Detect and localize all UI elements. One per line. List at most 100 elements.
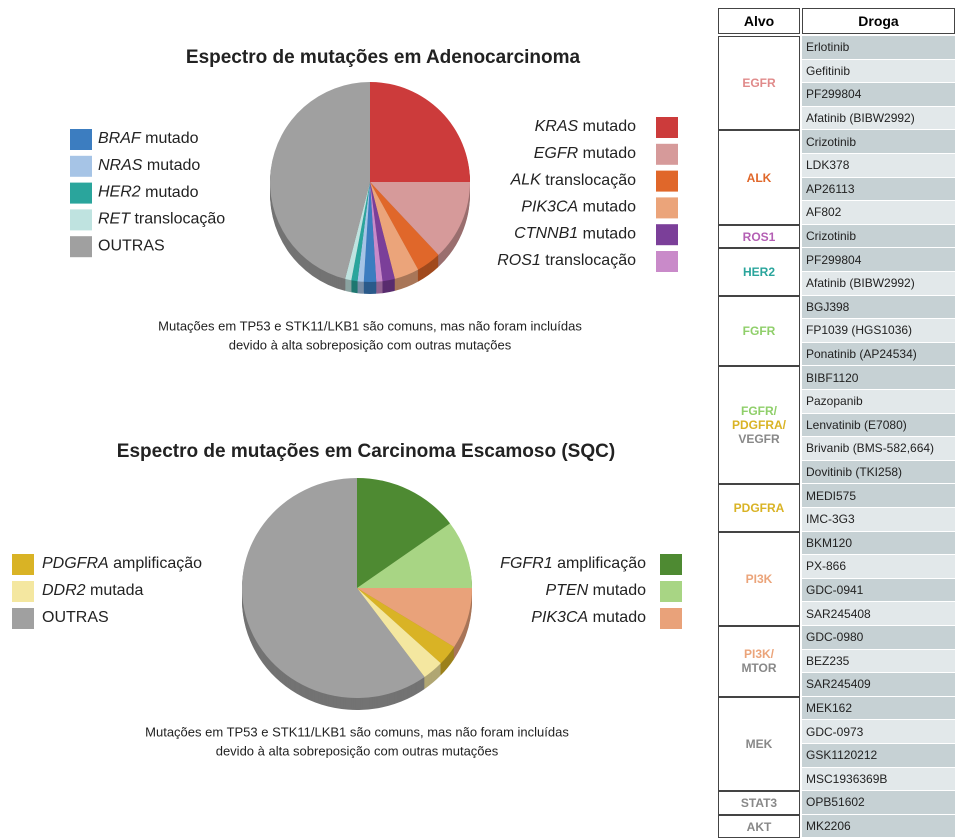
chart-title: Espectro de mutações em Carcinoma Escamo…	[117, 441, 615, 462]
legend-label: HER2 mutado	[98, 184, 199, 201]
drug-cell: Dovitinib (TKI258)	[802, 460, 955, 485]
legend-swatch	[70, 209, 92, 231]
pie-slice	[370, 182, 419, 279]
drug-cell: OPB51602	[802, 791, 955, 815]
footnote: Mutações em TP53 e STK11/LKB1 são comuns…	[158, 318, 582, 333]
drug-cell: Ponatinib (AP24534)	[802, 342, 955, 367]
target-cell: PI3K	[718, 531, 800, 626]
legend-label: KRAS mutado	[535, 118, 636, 135]
legend-swatch	[656, 197, 678, 219]
legend-swatch	[656, 117, 678, 138]
legend-label: BRAF mutado	[98, 130, 199, 147]
drug-cell: Crizotinib	[802, 130, 955, 154]
legend-label: OUTRAS	[42, 609, 109, 626]
target-cell: HER2	[718, 248, 800, 296]
legend-label: RET translocação	[98, 211, 225, 228]
target-label: VEGFR	[738, 432, 780, 447]
charts: Espectro de mutações em Adenocarcinoma KR…	[12, 47, 682, 758]
header-cell: Alvo	[718, 8, 800, 34]
drug-cell: BGJ398	[802, 295, 955, 320]
target-label: MEK	[745, 736, 773, 751]
legend-label: PDGFRA amplificação	[42, 555, 202, 572]
drug-cell: BEZ235	[802, 649, 955, 674]
target-cell: ALK	[718, 130, 800, 225]
drug-cell: Afatinib (BIBW2992)	[802, 106, 955, 131]
legend-swatch	[660, 554, 682, 575]
drug-cell: Gefitinib	[802, 59, 955, 84]
target-cell: STAT3	[718, 791, 800, 815]
drug-cell: BKM120	[802, 531, 955, 556]
pie-slice	[357, 588, 455, 664]
drug-cell: PF299804	[802, 83, 955, 107]
drug-cell: AF802	[802, 201, 955, 225]
drug-cell: IMC-3G3	[802, 508, 955, 532]
target-label: PI3K	[745, 571, 773, 586]
target-label: PI3K/	[743, 647, 774, 662]
legend-swatch	[660, 581, 682, 602]
header-cell: Droga	[802, 8, 955, 34]
drug-cell: MEDI575	[802, 484, 955, 508]
drug-cell: PF299804	[802, 248, 955, 272]
target-label: PDGFRA/	[732, 418, 786, 433]
drug-cell: AP26113	[802, 177, 955, 202]
pie-slice	[370, 182, 383, 282]
legend-label: PIK3CA mutado	[521, 199, 636, 216]
pie-slice	[345, 182, 370, 281]
drug-cell: SAR245408	[802, 602, 955, 626]
target-label: HER2	[742, 264, 775, 279]
legend-swatch	[70, 155, 92, 177]
target-cell: MEK	[718, 696, 800, 792]
target-label: AKT	[746, 819, 772, 834]
target-cell: PDGFRA	[718, 484, 800, 532]
legend-swatch	[656, 170, 678, 192]
drug-cell: GDC-0973	[802, 720, 955, 744]
target-cell: FGFR/PDGFRA/VEGFR	[718, 366, 800, 485]
drug-cell: MEK162	[802, 696, 955, 721]
target-label: PDGFRA	[733, 500, 785, 515]
target-cell: AKT	[718, 814, 800, 838]
legend-label: OUTRAS	[98, 237, 165, 254]
target-label: STAT3	[740, 795, 778, 810]
pie-slice	[363, 182, 377, 282]
legend-label: CTNNB1 mutado	[514, 225, 636, 242]
legend-label: EGFR mutado	[534, 145, 636, 162]
legend-label: NRAS mutado	[98, 157, 200, 174]
drug-cell: Crizotinib	[802, 224, 955, 249]
legend-swatch	[70, 129, 92, 150]
drug-cell: Brivanib (BMS-582,664)	[802, 437, 955, 461]
target-cell: FGFR	[718, 295, 800, 367]
legend-swatch	[12, 608, 34, 629]
pie-slice	[269, 82, 370, 279]
legend-swatch	[70, 236, 92, 258]
drug-cell: GSK1120212	[802, 744, 955, 768]
target-cell: ROS1	[718, 224, 800, 249]
pie-slice	[370, 182, 439, 270]
drug-cell: Lenvatinib (E7080)	[802, 413, 955, 438]
drug-cell: SAR245409	[802, 673, 955, 697]
legend-swatch	[70, 182, 92, 204]
drug-cell: Afatinib (BIBW2992)	[802, 272, 955, 296]
legend-swatch	[656, 143, 678, 165]
drug-cell: LDK378	[802, 154, 955, 178]
target-cell: PI3K/MTOR	[718, 626, 800, 697]
drug-cell: FP1039 (HGS1036)	[802, 319, 955, 343]
drug-cell: MSC1936369B	[802, 767, 955, 792]
pie-slice	[370, 182, 470, 255]
drug-cell: BIBF1120	[802, 366, 955, 390]
legend-swatch	[12, 554, 34, 575]
target-label: ALK	[746, 170, 772, 185]
footnote: Mutações em TP53 e STK11/LKB1 são comuns…	[145, 724, 569, 739]
legend-swatch	[660, 608, 682, 629]
legend-label: FGFR1 amplificação	[500, 555, 646, 572]
target-label: ROS1	[742, 229, 776, 244]
legend-label: DDR2 mutada	[42, 582, 143, 599]
pie-slice	[357, 588, 472, 647]
footnote: devido à alta sobreposição com outras mu…	[229, 337, 512, 352]
drug-cell: Erlotinib	[802, 36, 955, 60]
target-label: EGFR	[742, 76, 776, 91]
pie-slice	[357, 588, 441, 677]
legend-label: PTEN mutado	[546, 582, 647, 599]
pie-slice	[351, 182, 370, 282]
pie-slice	[357, 182, 370, 282]
